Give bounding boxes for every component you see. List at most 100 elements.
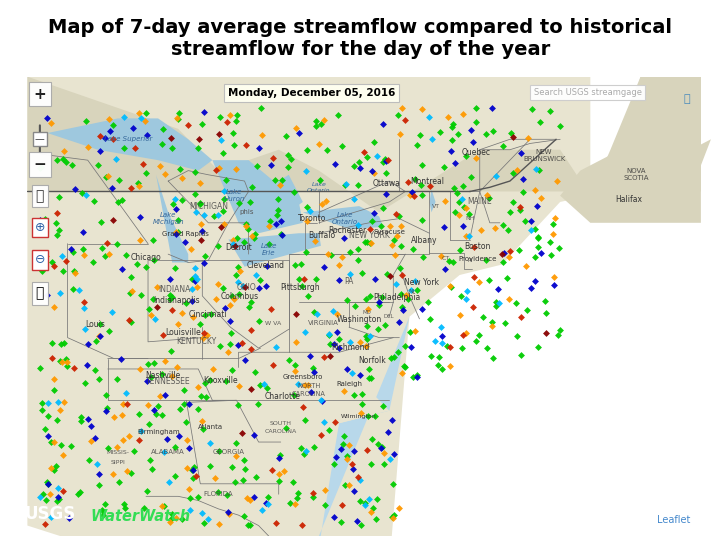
Text: Lake
Erie: Lake Erie [260, 243, 277, 256]
Text: Syracuse: Syracuse [373, 229, 405, 235]
Text: CAROLINA: CAROLINA [265, 429, 297, 434]
Text: Lake
Ontario: Lake Ontario [332, 212, 358, 225]
Polygon shape [560, 139, 691, 212]
Polygon shape [259, 317, 410, 536]
Text: INDIANA: INDIANA [158, 285, 190, 294]
Text: VIRGINIA: VIRGINIA [307, 320, 338, 326]
Text: NH: NH [465, 216, 474, 221]
Text: SIPPI: SIPPI [110, 460, 125, 465]
Text: KENTUCKY: KENTUCKY [176, 337, 216, 346]
Text: Grand Rapids: Grand Rapids [162, 232, 208, 237]
Text: MD: MD [363, 310, 371, 315]
Text: Montreal: Montreal [410, 176, 444, 185]
Polygon shape [156, 175, 188, 263]
Text: ⊕: ⊕ [35, 221, 45, 234]
Text: Wilmington: Wilmington [341, 414, 377, 420]
Text: Pittsburgh: Pittsburgh [280, 282, 319, 292]
Text: Rochester: Rochester [328, 226, 366, 235]
Text: SOUTH: SOUTH [270, 421, 292, 426]
Polygon shape [27, 494, 218, 526]
Text: NEW YORK: NEW YORK [349, 231, 389, 240]
Text: MICHIGAN: MICHIGAN [189, 202, 228, 211]
Text: Lake
Ontario: Lake Ontario [307, 182, 331, 193]
Text: −: − [33, 157, 46, 172]
Text: MISSIS-: MISSIS- [107, 450, 129, 455]
Polygon shape [158, 496, 288, 536]
Text: Norfolk: Norfolk [358, 356, 386, 365]
Text: Lake Superior: Lake Superior [104, 136, 152, 142]
Text: Louisville: Louisville [165, 328, 201, 337]
Text: Knoxville: Knoxville [203, 376, 238, 385]
Text: Birmingham: Birmingham [138, 429, 180, 435]
Text: NOVA
SCOTIA: NOVA SCOTIA [624, 168, 650, 181]
Text: OHIO: OHIO [236, 283, 257, 292]
Text: Buffalo: Buffalo [309, 231, 335, 240]
Text: Chicago: Chicago [131, 253, 162, 262]
Polygon shape [213, 160, 303, 233]
Text: MAINE: MAINE [467, 197, 492, 206]
Text: Lake
Huron: Lake Huron [224, 189, 245, 202]
Text: Indianapolis: Indianapolis [153, 295, 200, 304]
Text: RI: RI [467, 258, 472, 263]
Polygon shape [229, 233, 321, 266]
Text: New York: New York [404, 278, 439, 287]
Text: Providence: Providence [459, 256, 497, 262]
Text: Monday, December 05, 2016: Monday, December 05, 2016 [228, 88, 395, 98]
Polygon shape [218, 379, 389, 536]
Text: Toronto: Toronto [298, 214, 326, 223]
Polygon shape [27, 77, 590, 536]
Text: Quebec: Quebec [461, 148, 490, 158]
Polygon shape [681, 139, 711, 191]
Text: WaterWatch: WaterWatch [91, 509, 191, 524]
Polygon shape [560, 77, 701, 223]
Text: PA: PA [345, 277, 354, 286]
Polygon shape [27, 77, 701, 212]
Text: Boston: Boston [464, 242, 491, 251]
Text: Map of 7-day average streamflow compared to historical
streamflow for the day of: Map of 7-day average streamflow compared… [48, 18, 673, 59]
Text: GEORGIA: GEORGIA [213, 450, 244, 456]
Text: Richmond: Richmond [331, 343, 369, 352]
Text: Cleveland: Cleveland [247, 261, 285, 270]
Text: —: — [35, 133, 45, 144]
Text: NEW
BRUNSWICK: NEW BRUNSWICK [523, 150, 565, 162]
Text: DEL: DEL [384, 314, 394, 319]
Text: Halifax: Halifax [615, 195, 642, 204]
Text: Leaflet: Leaflet [658, 516, 691, 525]
Text: Ottawa: Ottawa [372, 178, 400, 188]
Text: Albany: Albany [411, 236, 438, 245]
Text: Raleigh: Raleigh [336, 381, 362, 386]
Text: Nashville: Nashville [146, 371, 181, 379]
Text: TENNESSEE: TENNESSEE [146, 377, 190, 386]
Text: Search USGS streamgage: Search USGS streamgage [534, 88, 642, 97]
Text: NJ: NJ [408, 289, 415, 294]
Text: Washington: Washington [337, 315, 381, 324]
Text: Philadelphia: Philadelphia [373, 294, 421, 302]
Text: W VA: W VA [265, 321, 280, 325]
Polygon shape [303, 206, 384, 229]
Text: USGS: USGS [25, 505, 76, 523]
Text: Greensboro: Greensboro [283, 374, 323, 381]
Text: 🌐: 🌐 [36, 287, 44, 301]
Text: ≋: ≋ [6, 505, 23, 525]
Text: phis: phis [239, 210, 254, 215]
Text: NORTH: NORTH [297, 383, 321, 389]
Text: Louis: Louis [85, 319, 105, 329]
Text: +: + [33, 87, 46, 102]
Text: ⤢: ⤢ [36, 189, 44, 203]
Text: CAROLINA: CAROLINA [292, 391, 326, 397]
Polygon shape [269, 175, 303, 212]
Text: ⊖: ⊖ [35, 254, 45, 266]
Text: Atlanta: Atlanta [198, 425, 223, 430]
Polygon shape [48, 118, 213, 170]
Text: Lake
Michigan: Lake Michigan [152, 212, 184, 225]
Text: CT: CT [441, 256, 450, 261]
Text: Columbus: Columbus [221, 293, 259, 301]
Polygon shape [616, 147, 660, 170]
Text: 🔍: 🔍 [683, 94, 689, 104]
Text: Cincinnati: Cincinnati [189, 310, 228, 319]
Text: FLORIDA: FLORIDA [203, 491, 233, 497]
Text: ALABAMA: ALABAMA [151, 450, 185, 456]
Text: VT: VT [431, 204, 440, 209]
Polygon shape [430, 189, 435, 212]
Text: Charlotte: Charlotte [265, 392, 301, 400]
